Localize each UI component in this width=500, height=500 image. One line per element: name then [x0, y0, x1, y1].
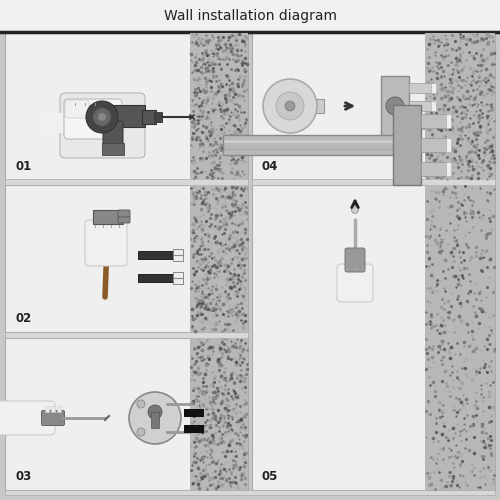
Bar — [421, 114, 449, 128]
Bar — [421, 162, 449, 176]
FancyBboxPatch shape — [42, 410, 64, 426]
Bar — [184, 409, 204, 417]
Circle shape — [285, 101, 295, 111]
FancyBboxPatch shape — [65, 100, 89, 118]
Bar — [431, 101, 436, 111]
Circle shape — [86, 101, 118, 133]
Bar — [421, 138, 449, 152]
Bar — [40, 113, 72, 133]
Bar — [138, 274, 176, 282]
Bar — [223, 135, 398, 155]
Bar — [142, 110, 156, 124]
Circle shape — [129, 392, 181, 444]
Text: 01: 01 — [15, 160, 31, 172]
FancyBboxPatch shape — [60, 93, 145, 158]
Bar — [409, 83, 433, 93]
FancyBboxPatch shape — [85, 220, 127, 266]
Text: 02: 02 — [15, 312, 31, 324]
Bar — [0, 0, 500, 32]
Circle shape — [263, 79, 317, 133]
Circle shape — [276, 92, 304, 120]
Bar — [154, 112, 162, 122]
Text: 05: 05 — [262, 470, 278, 482]
Bar — [51, 406, 55, 412]
Bar — [252, 185, 495, 490]
Bar — [393, 105, 421, 185]
Bar — [5, 490, 495, 495]
Bar — [190, 33, 248, 180]
Bar — [5, 179, 248, 185]
Bar — [57, 406, 61, 412]
Bar — [409, 119, 433, 129]
Bar — [409, 101, 433, 111]
Bar — [102, 143, 124, 155]
Bar — [151, 412, 159, 428]
FancyBboxPatch shape — [118, 210, 130, 217]
Bar — [138, 251, 176, 259]
Circle shape — [148, 405, 162, 419]
Bar — [446, 114, 451, 128]
Circle shape — [98, 113, 106, 121]
Bar — [345, 294, 365, 322]
Bar — [431, 119, 436, 129]
Circle shape — [93, 108, 111, 126]
Circle shape — [352, 206, 358, 214]
Bar — [184, 425, 204, 433]
Text: Wall installation diagram: Wall installation diagram — [164, 9, 336, 23]
Circle shape — [386, 97, 404, 115]
Bar — [252, 33, 495, 180]
Bar — [5, 185, 248, 332]
Bar — [381, 76, 409, 136]
Bar — [93, 210, 123, 224]
FancyBboxPatch shape — [118, 216, 130, 223]
FancyBboxPatch shape — [103, 121, 123, 147]
Bar — [425, 185, 495, 490]
Circle shape — [137, 428, 145, 436]
FancyBboxPatch shape — [64, 99, 122, 139]
Text: 03: 03 — [15, 470, 31, 482]
Bar — [190, 338, 248, 490]
Bar — [431, 83, 436, 93]
Bar — [5, 338, 248, 490]
FancyBboxPatch shape — [345, 248, 365, 272]
Bar — [446, 138, 451, 152]
Bar — [173, 249, 183, 261]
Bar — [45, 406, 49, 412]
Bar — [252, 179, 495, 185]
Text: 04: 04 — [262, 160, 278, 172]
Bar — [5, 332, 248, 338]
Bar — [5, 33, 248, 180]
Bar — [173, 272, 183, 284]
Circle shape — [137, 400, 145, 408]
FancyBboxPatch shape — [0, 401, 55, 435]
Bar — [190, 185, 248, 332]
Bar — [292, 99, 324, 113]
FancyBboxPatch shape — [337, 264, 373, 302]
Bar — [446, 162, 451, 176]
Bar — [425, 33, 495, 180]
Bar — [90, 105, 145, 127]
